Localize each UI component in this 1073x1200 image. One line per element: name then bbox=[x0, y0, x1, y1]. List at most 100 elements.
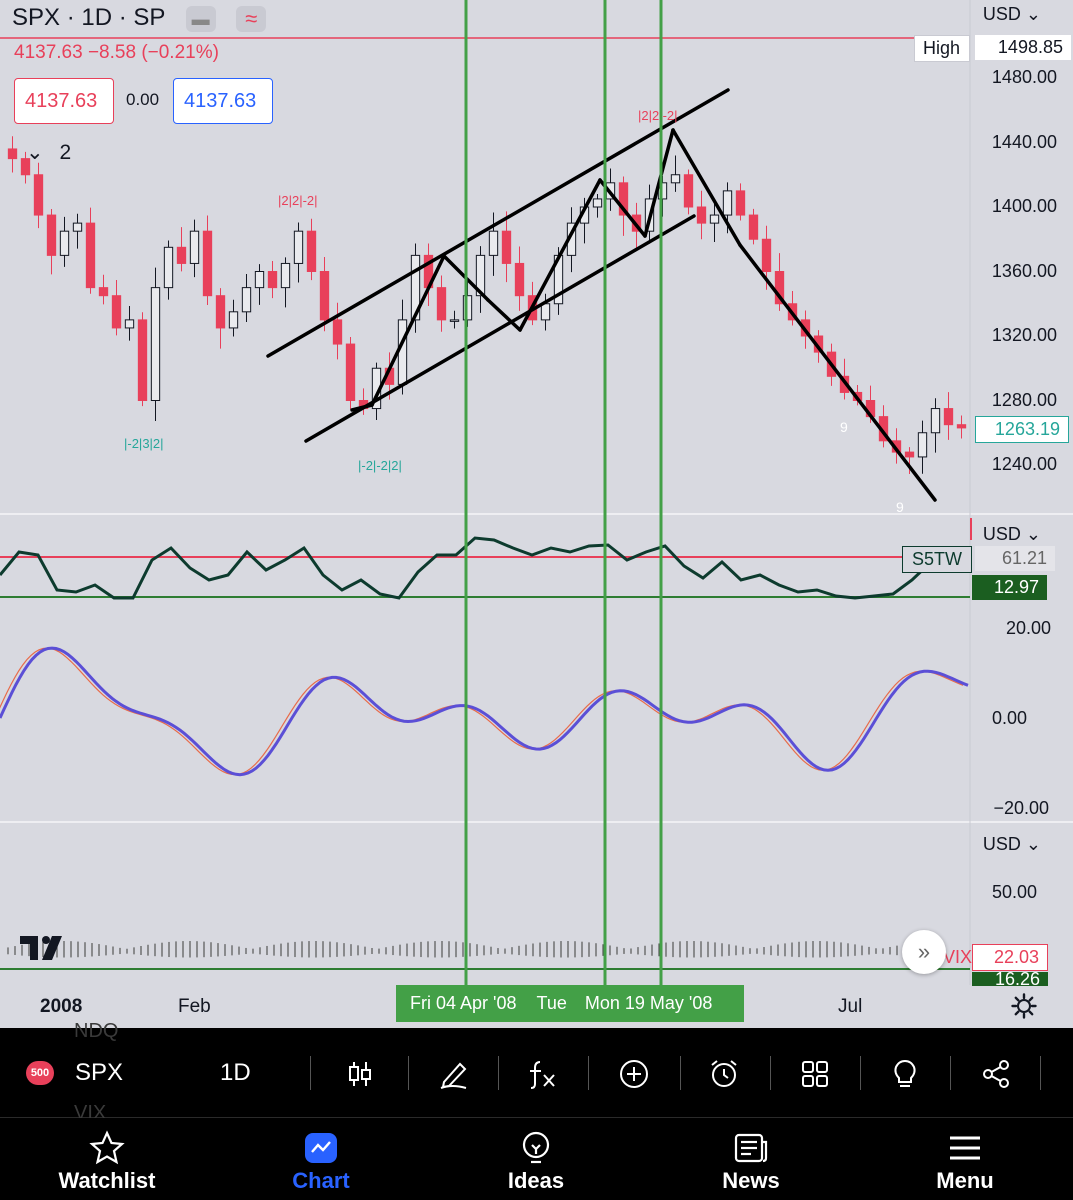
candle-body bbox=[449, 319, 460, 322]
candle-body bbox=[332, 319, 343, 345]
candle-body bbox=[124, 319, 135, 329]
breadth-line bbox=[0, 536, 951, 600]
chart-header[interactable]: SPX · 1D · SP ▬ ≈ bbox=[12, 4, 267, 32]
trendline bbox=[486, 298, 522, 332]
toolbar-divider bbox=[1040, 1056, 1041, 1090]
s5tw-tag: S5TW bbox=[902, 546, 972, 573]
trendline bbox=[304, 214, 696, 443]
candle-body bbox=[592, 198, 603, 208]
chevron-down-icon: ⌄ bbox=[26, 141, 44, 164]
hamburger-icon bbox=[890, 1128, 1040, 1168]
ideas-bulb-icon[interactable] bbox=[885, 1054, 925, 1094]
symbol-title[interactable]: SPX · 1D · SP bbox=[12, 4, 165, 31]
legend-count: 2 bbox=[59, 141, 72, 164]
pane3-label-top: 20.00 bbox=[1005, 618, 1051, 638]
candle-body bbox=[7, 148, 18, 160]
indicators-fx-icon[interactable] bbox=[522, 1054, 562, 1094]
pattern-label: |-2|-2|2| bbox=[358, 458, 402, 473]
candle-body bbox=[280, 262, 291, 289]
candle-body bbox=[410, 254, 421, 321]
pattern-label: |2|2|-2| bbox=[638, 108, 678, 123]
nav-watchlist[interactable]: Watchlist bbox=[32, 1128, 182, 1194]
candle-body bbox=[618, 182, 629, 216]
nav-chart[interactable]: Chart bbox=[246, 1128, 396, 1194]
oscillator-signal-line bbox=[0, 647, 964, 776]
candle-body bbox=[20, 158, 31, 176]
trendline bbox=[598, 178, 647, 238]
indicator-wave-icon[interactable]: ≈ bbox=[236, 5, 267, 32]
nav-ideas[interactable]: Ideas bbox=[461, 1128, 611, 1194]
candle-body bbox=[306, 230, 317, 272]
pane4-currency-menu[interactable]: USD ⌄ bbox=[983, 834, 1041, 855]
candle-body bbox=[150, 287, 161, 401]
pane2-value-2: 12.97 bbox=[972, 575, 1047, 600]
sell-price-box[interactable]: 4137.63 bbox=[14, 78, 114, 124]
candle-body bbox=[228, 311, 239, 329]
crosshair-date-1: Fri 04 Apr '08 bbox=[410, 993, 517, 1013]
nav-news[interactable]: News bbox=[676, 1128, 826, 1194]
candle-body bbox=[748, 214, 759, 240]
pattern-label: |2|2|-2| bbox=[278, 193, 318, 208]
candle-body bbox=[722, 190, 733, 216]
nav-label: Watchlist bbox=[58, 1168, 156, 1193]
candle-body bbox=[540, 303, 551, 321]
count-label: 9 bbox=[840, 419, 848, 435]
vix-value-1: 22.03 bbox=[972, 944, 1048, 971]
legend-toggle[interactable]: ⌄ 2 bbox=[26, 140, 71, 165]
candle-body bbox=[176, 246, 187, 264]
alarm-clock-icon[interactable] bbox=[704, 1054, 744, 1094]
drawing-pen-icon[interactable] bbox=[434, 1054, 474, 1094]
pattern-label: |-2|3|2| bbox=[124, 436, 164, 451]
currency-label: USD bbox=[982, 524, 1021, 544]
toolbar-divider bbox=[770, 1056, 771, 1090]
settings-gear-icon[interactable] bbox=[1011, 993, 1037, 1019]
spx-logo-badge: 500 bbox=[26, 1061, 54, 1085]
candle-body bbox=[98, 287, 109, 297]
price-currency-menu[interactable]: USD ⌄ bbox=[983, 4, 1041, 25]
nav-menu[interactable]: Menu bbox=[890, 1128, 1040, 1194]
price-tick-label: 1280.00 bbox=[991, 389, 1057, 410]
last-price-badge: 1263.19 bbox=[975, 416, 1069, 443]
candle-body bbox=[514, 262, 525, 297]
spread-value: 0.00 bbox=[126, 90, 160, 109]
trendline bbox=[671, 128, 742, 247]
interval-button[interactable]: 1D bbox=[220, 1059, 251, 1086]
candle-body bbox=[501, 230, 512, 264]
candle-body bbox=[254, 271, 265, 289]
toolbar-divider bbox=[860, 1056, 861, 1090]
toolbar-divider bbox=[310, 1056, 311, 1090]
nav-label: News bbox=[722, 1168, 780, 1193]
trendline bbox=[643, 128, 675, 238]
bottom-toolbar: NDQ 500 SPX 1D bbox=[0, 1020, 1073, 1124]
candle-body bbox=[761, 238, 772, 272]
buy-price-box[interactable]: 4137.63 bbox=[173, 78, 273, 124]
count-label: 9 bbox=[896, 499, 904, 515]
chevron-down-icon: ⌄ bbox=[1025, 834, 1041, 854]
chevron-down-icon: ⌄ bbox=[1025, 524, 1041, 544]
candle-body bbox=[72, 222, 83, 232]
chart-area[interactable]: |2|2|-2| |-2|3|2| |-2|-2|2| |2|2|-2| 9 9 SPX … bbox=[0, 0, 1073, 1028]
candles-icon[interactable] bbox=[340, 1054, 380, 1094]
candle-body bbox=[943, 408, 954, 426]
minimize-icon[interactable]: ▬ bbox=[185, 5, 216, 32]
pane2-currency-menu[interactable]: USD ⌄ bbox=[983, 524, 1041, 545]
candle-body bbox=[488, 230, 499, 256]
price-tick-label: 1440.00 bbox=[991, 131, 1057, 152]
add-plus-icon[interactable] bbox=[614, 1054, 654, 1094]
chart-canvas[interactable]: |2|2|-2| |-2|3|2| |-2|-2|2| |2|2|-2| 9 9 bbox=[0, 0, 1073, 1028]
time-label-feb: Feb bbox=[178, 996, 211, 1017]
vix-tag: VIX bbox=[942, 947, 972, 967]
candle-body bbox=[319, 271, 330, 321]
share-icon[interactable] bbox=[976, 1054, 1016, 1094]
layout-grid-icon[interactable] bbox=[795, 1054, 835, 1094]
candle-body bbox=[189, 230, 200, 264]
nav-label: Menu bbox=[936, 1168, 994, 1193]
price-tick-label: 1240.00 bbox=[991, 454, 1057, 474]
time-label-2008: 2008 bbox=[40, 996, 83, 1017]
scroll-to-realtime-button[interactable]: » bbox=[902, 930, 946, 974]
toolbar-divider bbox=[408, 1056, 409, 1090]
toolbar-divider bbox=[680, 1056, 681, 1090]
symbol-search-button[interactable]: SPX bbox=[75, 1059, 124, 1086]
news-icon bbox=[676, 1128, 826, 1168]
candle-body bbox=[59, 230, 70, 256]
